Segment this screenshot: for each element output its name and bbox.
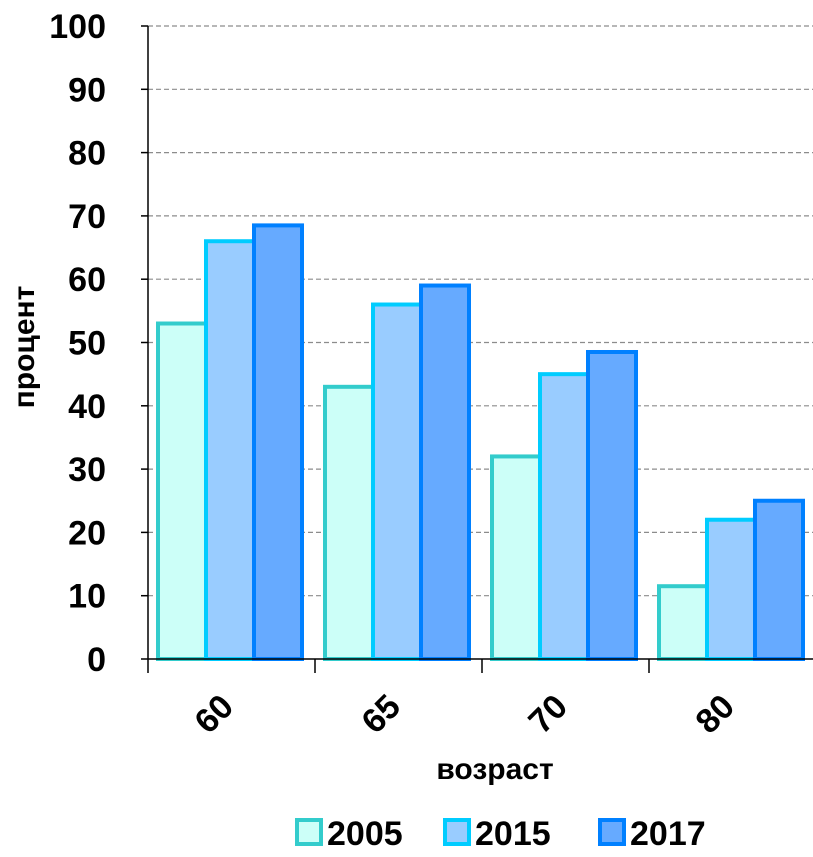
x-tick-label: 65 xyxy=(354,687,408,741)
y-tick-label: 30 xyxy=(68,451,106,489)
bar-2017-70 xyxy=(586,349,638,661)
y-tick-label: 40 xyxy=(68,388,106,426)
legend-swatch-2005 xyxy=(295,818,323,846)
legend-label-2005: 2005 xyxy=(327,815,403,853)
legend-swatch-2017 xyxy=(598,818,626,846)
y-tick-labels: 0 10 20 30 40 50 60 70 80 90 100 xyxy=(49,8,106,679)
bar-2005-65 xyxy=(323,384,375,661)
bar-2015-70 xyxy=(538,372,590,661)
x-axis-label: возраст xyxy=(436,753,553,786)
legend-swatch-2015 xyxy=(443,818,471,846)
bar-2015-65 xyxy=(371,302,423,661)
x-tick-label: 60 xyxy=(187,687,241,741)
bar-2005-70 xyxy=(490,454,542,661)
x-tick-labels: 60 65 70 80 xyxy=(187,687,742,741)
y-tick-label: 0 xyxy=(87,641,106,679)
bars xyxy=(156,223,805,662)
bar-2017-65 xyxy=(419,283,471,661)
gridlines xyxy=(148,25,813,597)
bar-2015-60 xyxy=(204,239,256,661)
y-tick-label: 50 xyxy=(68,325,106,363)
bar-2017-60 xyxy=(252,223,304,662)
y-tick-label: 60 xyxy=(68,261,106,299)
bar-2005-60 xyxy=(156,321,208,661)
x-tick-label: 70 xyxy=(521,687,575,741)
bar-2017-80 xyxy=(753,498,805,661)
y-tick-label: 80 xyxy=(68,135,106,173)
y-tick-label: 100 xyxy=(49,8,106,46)
y-tick-label: 70 xyxy=(68,198,106,236)
x-tick-label: 80 xyxy=(688,687,742,741)
y-tick-label: 20 xyxy=(68,514,106,552)
y-tick-label: 10 xyxy=(68,578,106,616)
y-tick-label: 90 xyxy=(68,71,106,109)
legend-label-2015: 2015 xyxy=(475,815,551,853)
legend-label-2017: 2017 xyxy=(630,815,706,853)
bar-2005-80 xyxy=(657,584,709,662)
axes xyxy=(141,25,813,673)
bar-2015-80 xyxy=(705,517,757,661)
legend: 2005 2015 2017 xyxy=(295,815,706,853)
y-axis-label: процент xyxy=(8,286,41,409)
